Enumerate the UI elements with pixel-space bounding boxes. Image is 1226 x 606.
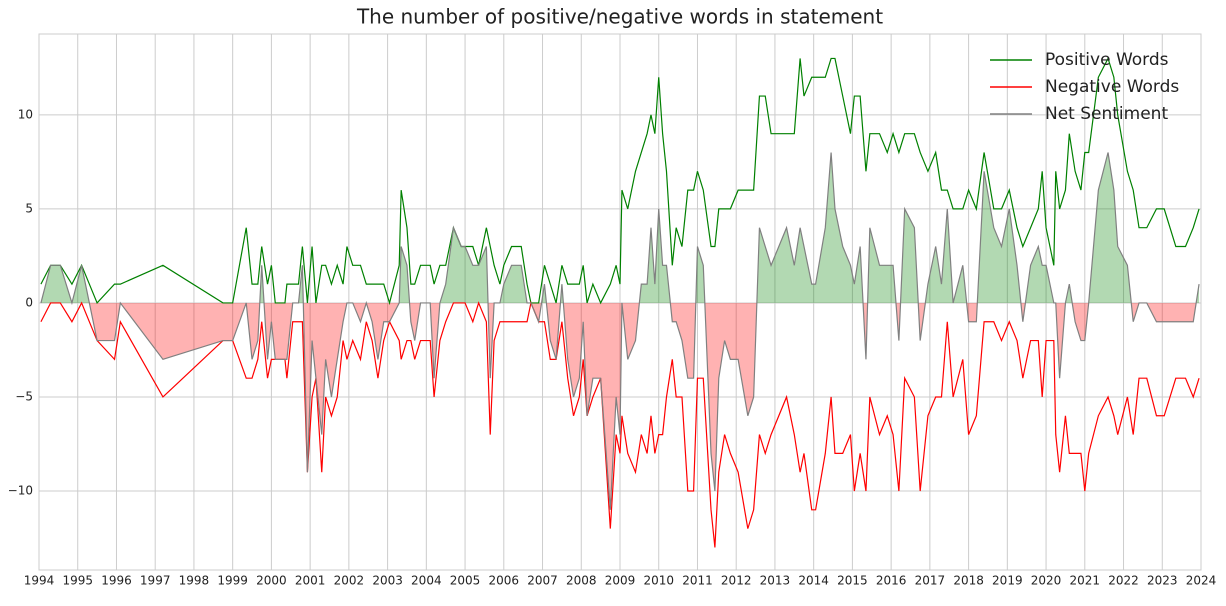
x-tick-label: 1998 bbox=[179, 574, 210, 588]
legend-label: Positive Words bbox=[1045, 50, 1169, 70]
y-tick-label: 0 bbox=[25, 295, 33, 309]
negative-area bbox=[89, 302, 1197, 510]
chart-title: The number of positive/negative words in… bbox=[356, 5, 883, 29]
x-tick-label: 2007 bbox=[527, 574, 558, 588]
x-tick-label: 1997 bbox=[140, 574, 171, 588]
x-tick-label: 2008 bbox=[566, 574, 597, 588]
x-tick-label: 2003 bbox=[372, 574, 403, 588]
x-tick-label: 2021 bbox=[1070, 574, 1101, 588]
series-line bbox=[40, 300, 1200, 548]
x-tick-label: 2016 bbox=[876, 574, 907, 588]
x-tick-label: 2020 bbox=[1031, 574, 1062, 588]
x-tick-label: 1995 bbox=[62, 574, 93, 588]
x-tick-label: 2011 bbox=[682, 574, 713, 588]
x-tick-label: 2001 bbox=[295, 574, 326, 588]
legend-label: Negative Words bbox=[1045, 77, 1179, 97]
x-tick-label: 2010 bbox=[643, 574, 674, 588]
x-tick-label: 2002 bbox=[334, 574, 365, 588]
x-tick-label: 2006 bbox=[489, 574, 520, 588]
x-tick-label: 2000 bbox=[256, 574, 287, 588]
x-tick-label: 2004 bbox=[411, 574, 442, 588]
y-tick-label: 10 bbox=[18, 107, 33, 121]
x-tick-label: 2014 bbox=[798, 574, 829, 588]
x-tick-label: 2015 bbox=[837, 574, 868, 588]
x-tick-label: 1996 bbox=[101, 574, 132, 588]
legend-label: Net Sentiment bbox=[1045, 104, 1168, 124]
x-tick-label: 2017 bbox=[915, 574, 946, 588]
y-tick-label: 5 bbox=[25, 201, 33, 215]
x-tick-label: 2013 bbox=[760, 574, 791, 588]
series-line bbox=[40, 152, 1200, 510]
series-line bbox=[40, 56, 1200, 306]
x-tick-label: 2023 bbox=[1147, 574, 1178, 588]
x-tick-label: 1994 bbox=[24, 574, 55, 588]
x-tick-label: 2012 bbox=[721, 574, 752, 588]
positive-area bbox=[40, 152, 1200, 303]
x-tick-label: 2009 bbox=[605, 574, 636, 588]
x-tick-label: 1999 bbox=[217, 574, 248, 588]
x-tick-label: 2022 bbox=[1108, 574, 1139, 588]
x-tick-label: 2024 bbox=[1186, 574, 1217, 588]
y-tick-label: −10 bbox=[8, 484, 33, 498]
x-tick-label: 2005 bbox=[450, 574, 481, 588]
x-tick-label: 2018 bbox=[953, 574, 984, 588]
x-tick-label: 2019 bbox=[992, 574, 1023, 588]
y-tick-label: −5 bbox=[15, 389, 33, 403]
